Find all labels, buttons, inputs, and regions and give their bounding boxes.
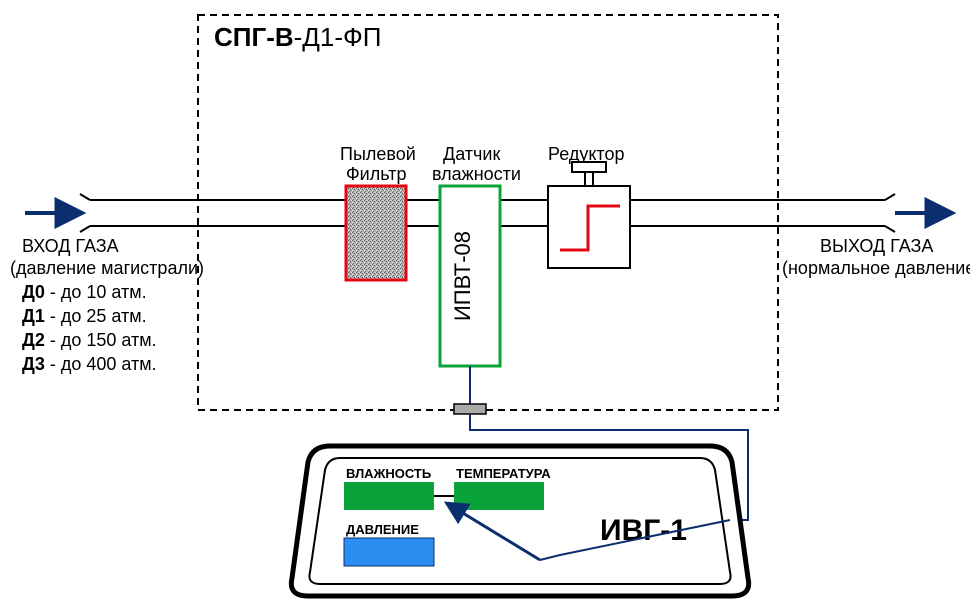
filter-label-2: Фильтр — [346, 164, 406, 184]
system-title: СПГ-В-Д1-ФП — [214, 22, 381, 52]
filter-block — [346, 186, 406, 280]
device-pres-box — [344, 538, 434, 566]
inlet-pressure-1: Д1 - до 25 атм. — [22, 306, 147, 326]
reducer-stem — [585, 172, 593, 186]
inlet-pressure-3: Д3 - до 400 атм. — [22, 354, 157, 374]
system-title-rest: -Д1-ФП — [294, 22, 382, 52]
hum-label-2: влажности — [432, 164, 521, 184]
hum-label-1: Датчик — [443, 144, 500, 164]
reducer-handle — [572, 162, 606, 172]
inlet-label-1: ВХОД ГАЗА — [22, 236, 119, 256]
device-hum-label: ВЛАЖНОСТЬ — [346, 466, 431, 481]
device-temp-label: ТЕМПЕРАТУРА — [456, 466, 551, 481]
inlet-pressure-2: Д2 - до 150 атм. — [22, 330, 157, 350]
system-title-bold: СПГ-В — [214, 22, 294, 52]
device-name: ИВГ-1 — [600, 514, 687, 547]
hum-sensor-text: ИПВТ-08 — [450, 231, 475, 321]
outlet-label-2: (нормальное давление ) — [782, 258, 970, 278]
device-temp-box — [454, 482, 544, 510]
device-hum-box — [344, 482, 434, 510]
boundary-port — [454, 404, 486, 414]
inlet-pressure-0: Д0 - до 10 атм. — [22, 282, 147, 302]
inlet-label-2: (давление магистрали) — [10, 258, 204, 278]
outlet-label-1: ВЫХОД ГАЗА — [820, 236, 933, 256]
filter-label-1: Пылевой — [340, 144, 416, 164]
device-pres-label: ДАВЛЕНИЕ — [346, 522, 419, 537]
